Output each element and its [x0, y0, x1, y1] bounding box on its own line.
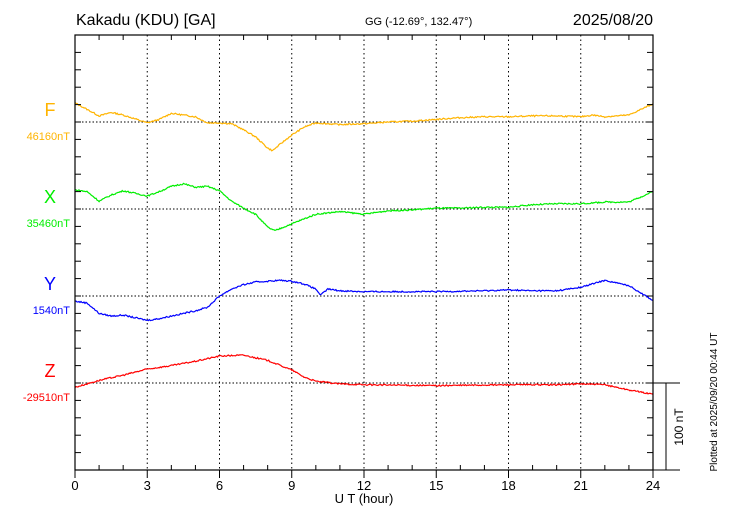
station-coords: GG (-12.69°, 132.47°) — [365, 16, 472, 28]
plot-date: 2025/08/20 — [573, 12, 653, 29]
x-tick-label: 3 — [144, 478, 151, 493]
axis-ticks: 0 3 6 9 12 15 18 21 24 — [71, 34, 660, 493]
series-name-x: X — [44, 187, 56, 207]
x-tick-label: 6 — [216, 478, 223, 493]
series-name-y: Y — [44, 274, 56, 294]
plotted-timestamp: Plotted at 2025/09/20 00:44 UT — [709, 333, 720, 472]
series-name-f: F — [45, 100, 56, 120]
series-line-x — [74, 182, 654, 232]
series-labels: F 46160nT X 35460nT Y 1540nT Z -29510nT — [23, 100, 70, 404]
baseline-value-y: 1540nT — [33, 305, 71, 317]
x-tick-label: 0 — [71, 478, 78, 493]
station-title: Kakadu (KDU) [GA] — [76, 12, 216, 29]
series-line-z — [74, 354, 654, 395]
series-name-z: Z — [45, 361, 56, 381]
x-tick-label: 21 — [574, 478, 588, 493]
series-line-y — [74, 279, 654, 322]
baseline-value-f: 46160nT — [27, 131, 71, 143]
x-tick-label: 15 — [429, 478, 443, 493]
baseline-value-z: -29510nT — [23, 392, 70, 404]
x-tick-label: 24 — [646, 478, 660, 493]
x-tick-label: 18 — [501, 478, 515, 493]
x-tick-label: 12 — [357, 478, 371, 493]
baseline-value-x: 35460nT — [27, 218, 71, 230]
scale-bar: 100 nT — [653, 382, 686, 471]
grid — [75, 35, 653, 470]
series-line-f — [74, 102, 654, 152]
traces — [74, 102, 654, 395]
x-axis-label: U T (hour) — [335, 491, 394, 506]
scale-label: 100 nT — [672, 408, 686, 446]
x-tick-label: 9 — [288, 478, 295, 493]
